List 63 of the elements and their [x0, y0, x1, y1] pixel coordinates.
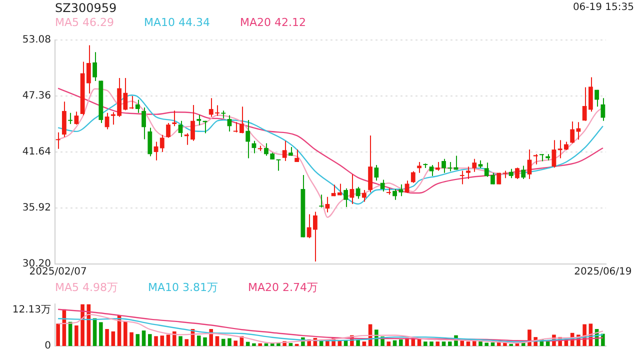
- bar: [203, 337, 207, 346]
- candlestick: [466, 166, 470, 180]
- bar: [288, 343, 293, 346]
- bar: [160, 336, 164, 346]
- bar: [399, 339, 403, 346]
- bar: [148, 334, 152, 346]
- bar: [478, 342, 482, 346]
- text: MA5 46.29: [55, 16, 114, 29]
- y-tick-label: 41.64: [22, 146, 51, 158]
- bar: [74, 325, 78, 346]
- bar: [490, 342, 495, 346]
- bar: [196, 336, 201, 346]
- y-tick-label: 47.36: [22, 90, 51, 102]
- bar: [105, 329, 109, 346]
- bar: [228, 338, 232, 346]
- text: MA10 44.34: [144, 16, 210, 29]
- bar: [442, 342, 446, 346]
- y-tick-label: 53.08: [22, 34, 51, 46]
- line-series: [57, 308, 604, 342]
- bar: [392, 340, 397, 346]
- x-tick-label: 2025/06/19: [574, 266, 632, 278]
- bar: [386, 342, 391, 346]
- text: MA10 3.81万: [148, 281, 218, 294]
- bar: [496, 342, 501, 346]
- text: MA20 42.12: [240, 16, 306, 29]
- line-series: [57, 88, 604, 194]
- bar: [184, 339, 189, 346]
- bar: [436, 342, 440, 346]
- bar: [430, 342, 434, 346]
- bar: [362, 342, 366, 346]
- bar: [234, 340, 238, 346]
- bar: [99, 322, 103, 346]
- bar: [209, 329, 214, 346]
- bar: [154, 336, 158, 346]
- bar: [142, 330, 146, 346]
- chart-title: SZ300959: [55, 1, 117, 15]
- bar: [221, 338, 226, 346]
- y-tick-label: 35.92: [22, 202, 51, 214]
- text: MA5 4.98万: [55, 281, 118, 294]
- bar: [448, 342, 452, 346]
- candlestick: [533, 154, 538, 165]
- bar: [252, 343, 256, 346]
- bar: [466, 342, 470, 346]
- bar: [130, 332, 134, 346]
- bar: [172, 331, 176, 346]
- y-tick-label: 0: [44, 340, 51, 352]
- bar: [136, 334, 140, 346]
- bar: [546, 342, 550, 346]
- bar: [56, 324, 60, 346]
- bar: [215, 336, 220, 346]
- bar: [258, 343, 262, 346]
- bar: [111, 331, 116, 346]
- bar: [423, 342, 428, 346]
- bar: [326, 340, 330, 346]
- bar: [124, 321, 128, 346]
- bar: [80, 304, 84, 346]
- bar: [178, 336, 182, 346]
- text: MA20 2.74万: [248, 281, 318, 294]
- text: 06-19 15:35: [572, 2, 634, 13]
- y-tick-label: 12.13万: [12, 304, 51, 316]
- bar: [166, 334, 170, 346]
- bar: [460, 340, 464, 346]
- bar: [484, 342, 489, 346]
